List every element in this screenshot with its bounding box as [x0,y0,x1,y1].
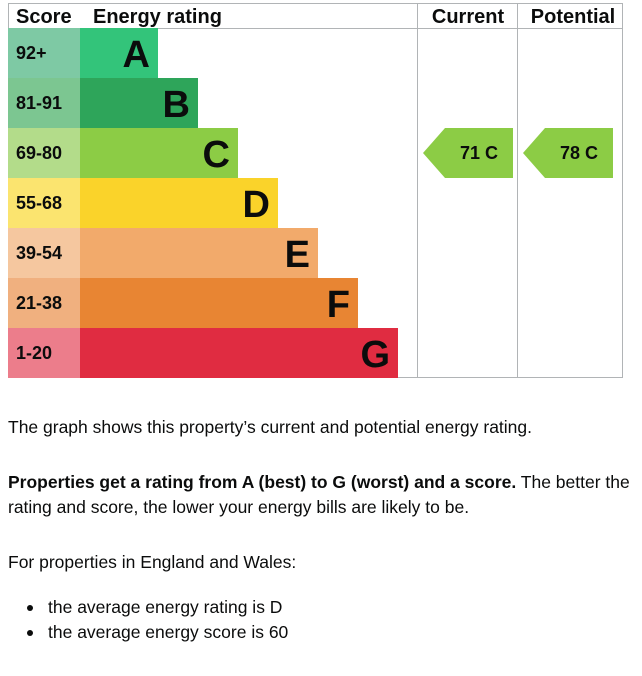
potential-rating-label: 78 C [560,143,598,163]
band-bar-f [80,278,358,328]
average-list: the average energy rating is D the avera… [26,595,288,645]
current-arrow [423,128,513,178]
score-cell [8,328,80,378]
band-letter: B [163,84,190,126]
score-range-label: 21-38 [16,293,62,313]
header-potential: Potential [531,6,615,28]
rating-explanation-bold: Properties get a rating from A (best) to… [8,472,517,492]
band-bar-g [80,328,398,378]
band-bar-a [80,28,158,78]
header-energy-rating: Energy rating [93,6,222,28]
header-current: Current [432,6,505,28]
rating-explanation-rest: The better the rating and score, the low… [8,472,630,517]
band-bar-c [80,128,238,178]
rating-explanation: Properties get a rating from A (best) to… [8,470,634,520]
band-letter: E [285,234,310,276]
score-range-label: 55-68 [16,193,62,213]
band-bar-b [80,78,198,128]
current-rating-label: 71 C [460,143,498,163]
rating-bands: 92+ A 81-91 B 69-80 C 55-68 D 39-54 E 21-38 F 1-20 G [8,28,398,378]
band-bar-d [80,178,278,228]
header-score: Score [16,6,72,28]
rating-arrows: 71 C 78 C [423,128,613,178]
potential-arrow [523,128,613,178]
band-letter: D [243,184,270,226]
score-range-label: 69-80 [16,143,62,163]
score-cell [8,28,80,78]
list-item: the average energy rating is D [26,595,288,620]
score-range-label: 1-20 [16,343,52,363]
chart-headers: Score Energy rating Current Potential [16,6,615,28]
band-bar-e [80,228,318,278]
score-range-label: 39-54 [16,243,62,263]
band-letter: A [123,34,150,76]
score-cell [8,178,80,228]
band-letter: F [327,284,350,326]
score-cell [8,128,80,178]
score-range-label: 81-91 [16,93,62,113]
score-cell [8,228,80,278]
band-letter: G [360,334,390,376]
list-item: the average energy score is 60 [26,620,288,645]
score-range-label: 92+ [16,43,47,63]
chart-description: The graph shows this property’s current … [8,417,533,437]
band-letter: C [203,134,230,176]
region-note: For properties in England and Wales: [8,552,297,572]
energy-rating-chart: Score Energy rating Current Potential 92… [8,3,623,378]
score-cell [8,278,80,328]
score-cell [8,78,80,128]
